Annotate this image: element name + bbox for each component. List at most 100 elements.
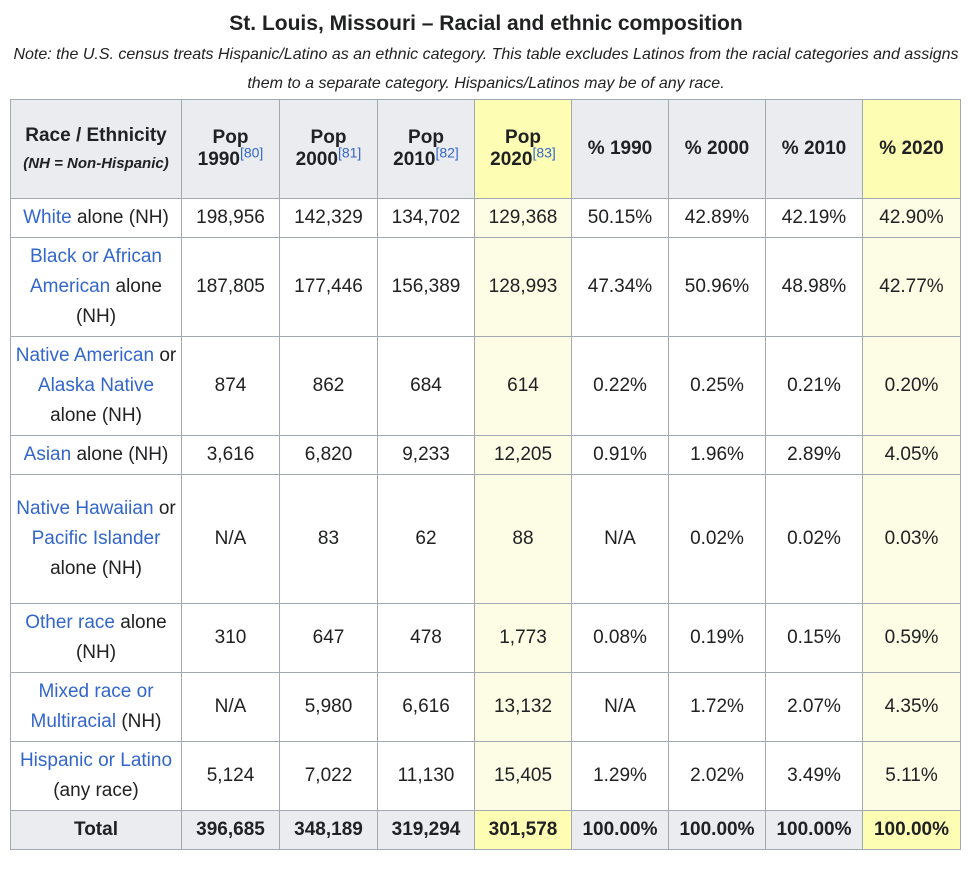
table-cell: 0.59% bbox=[862, 603, 961, 673]
header-pop-2000: Pop 2000[81] bbox=[279, 99, 378, 199]
table-cell: 12,205 bbox=[474, 435, 572, 475]
table-cell: 1.72% bbox=[668, 672, 766, 742]
table-row: Mixed race or Multiracial (NH) N/A 5,980 6,… bbox=[10, 672, 961, 742]
table-cell: 6,616 bbox=[377, 672, 475, 742]
table-cell: 7,022 bbox=[279, 741, 378, 811]
ref-link-80[interactable]: [80] bbox=[239, 144, 264, 161]
race-link[interactable]: Pacific Islander bbox=[31, 528, 161, 549]
table-cell: 0.02% bbox=[765, 474, 863, 604]
table-cell: 42.90% bbox=[862, 198, 961, 238]
table-cell: 1,773 bbox=[474, 603, 572, 673]
race-link[interactable]: Native Hawaiian bbox=[16, 498, 154, 519]
table-cell: 1.96% bbox=[668, 435, 766, 475]
table-row: White alone (NH) 198,956 142,329 134,702 129… bbox=[10, 198, 961, 238]
table-row: Asian alone (NH) 3,616 6,820 9,233 12,205 0.9… bbox=[10, 435, 961, 475]
total-cell: 396,685 bbox=[181, 810, 280, 850]
table-cell: 2.89% bbox=[765, 435, 863, 475]
race-link[interactable]: White bbox=[23, 207, 72, 228]
table-cell: 48.98% bbox=[765, 237, 863, 337]
table-cell: 134,702 bbox=[377, 198, 475, 238]
table-cell: N/A bbox=[571, 672, 669, 742]
table-cell: 128,993 bbox=[474, 237, 572, 337]
table-cell: 3,616 bbox=[181, 435, 280, 475]
table-cell: 15,405 bbox=[474, 741, 572, 811]
table-cell: 156,389 bbox=[377, 237, 475, 337]
table-cell: 2.07% bbox=[765, 672, 863, 742]
row-label-text: alone (NH) bbox=[71, 207, 169, 228]
table-cell: 684 bbox=[377, 336, 475, 436]
row-label: Black or African American alone (NH) bbox=[10, 237, 182, 337]
ref-link-82[interactable]: [82] bbox=[435, 144, 459, 161]
page-title: St. Louis, Missouri – Racial and ethnic … bbox=[229, 12, 743, 35]
row-label-text: alone (NH) bbox=[71, 444, 169, 465]
total-cell: 100.00% bbox=[862, 810, 961, 850]
ref-link-81[interactable]: [81] bbox=[337, 144, 362, 161]
table-cell: 4.05% bbox=[862, 435, 961, 475]
table-cell: 4.35% bbox=[862, 672, 961, 742]
table-cell: 0.03% bbox=[862, 474, 961, 604]
total-cell: 100.00% bbox=[571, 810, 669, 850]
table-cell: N/A bbox=[181, 474, 280, 604]
race-link[interactable]: Other race bbox=[25, 612, 115, 633]
row-label-text: alone (NH) bbox=[75, 612, 167, 663]
table-cell: 478 bbox=[377, 603, 475, 673]
table-cell: 83 bbox=[279, 474, 378, 604]
table-row: Black or African American alone (NH) 187,… bbox=[10, 237, 961, 337]
table-cell: 50.96% bbox=[668, 237, 766, 337]
header-pct-2000: % 2000 bbox=[668, 99, 766, 199]
race-link[interactable]: Hispanic or Latino bbox=[19, 750, 173, 771]
row-label-text: (NH) bbox=[116, 711, 162, 732]
race-link[interactable]: Native American bbox=[15, 345, 155, 366]
total-cell: 100.00% bbox=[765, 810, 863, 850]
row-label: Hispanic or Latino (any race) bbox=[10, 741, 182, 811]
race-link[interactable]: Asian bbox=[23, 444, 72, 465]
race-link[interactable]: Alaska Native bbox=[37, 375, 155, 396]
table-cell: 862 bbox=[279, 336, 378, 436]
race-link[interactable]: Mixed race or Multiracial bbox=[30, 681, 154, 732]
row-label: Native Hawaiian or Pacific Islander alon… bbox=[10, 474, 182, 604]
table-row: Other race alone (NH) 310 647 478 1,773 0.08%… bbox=[10, 603, 961, 673]
header-pop-2020: Pop 2020[83] bbox=[474, 99, 572, 199]
header-pct-1990: % 1990 bbox=[571, 99, 669, 199]
table-note: Note: the U.S. census treats Hispanic/La… bbox=[13, 46, 959, 92]
table-cell: 0.02% bbox=[668, 474, 766, 604]
table-cell: 3.49% bbox=[765, 741, 863, 811]
table-cell: 187,805 bbox=[181, 237, 280, 337]
table-cell: 0.21% bbox=[765, 336, 863, 436]
table-cell: 42.89% bbox=[668, 198, 766, 238]
table-cell: 0.22% bbox=[571, 336, 669, 436]
table-cell: 0.15% bbox=[765, 603, 863, 673]
table-cell: 62 bbox=[377, 474, 475, 604]
row-label-text: alone (NH) bbox=[75, 276, 163, 327]
table-cell: 1.29% bbox=[571, 741, 669, 811]
table-cell: N/A bbox=[181, 672, 280, 742]
table-cell: 198,956 bbox=[181, 198, 280, 238]
table-row: Native Hawaiian or Pacific Islander alon… bbox=[10, 474, 961, 604]
total-cell: 348,189 bbox=[279, 810, 378, 850]
table-cell: 874 bbox=[181, 336, 280, 436]
header-row: Race / Ethnicity (NH = Non-Hispanic) Pop… bbox=[10, 99, 961, 199]
row-label: Other race alone (NH) bbox=[10, 603, 182, 673]
table-cell: 129,368 bbox=[474, 198, 572, 238]
table-cell: 13,132 bbox=[474, 672, 572, 742]
header-pop-1990: Pop 1990[80] bbox=[181, 99, 280, 199]
row-label-text: alone (NH) bbox=[50, 558, 142, 579]
row-label: White alone (NH) bbox=[10, 198, 182, 238]
row-label: Mixed race or Multiracial (NH) bbox=[10, 672, 182, 742]
table-cell: 88 bbox=[474, 474, 572, 604]
total-cell: 100.00% bbox=[668, 810, 766, 850]
table-cell: 5.11% bbox=[862, 741, 961, 811]
table-cell: 9,233 bbox=[377, 435, 475, 475]
row-label: Asian alone (NH) bbox=[10, 435, 182, 475]
row-label-text: (any race) bbox=[53, 780, 139, 801]
table-row: Hispanic or Latino (any race) 5,124 7,022 1… bbox=[10, 741, 961, 811]
total-cell: 319,294 bbox=[377, 810, 475, 850]
total-label: Total bbox=[10, 810, 182, 850]
table-cell: 0.25% bbox=[668, 336, 766, 436]
race-link[interactable]: Black or African American bbox=[29, 246, 162, 297]
row-label-text: or bbox=[154, 345, 177, 366]
row-label: Native American or Alaska Native alone (… bbox=[10, 336, 182, 436]
table-cell: 42.77% bbox=[862, 237, 961, 337]
table-cell: 614 bbox=[474, 336, 572, 436]
ref-link-83[interactable]: [83] bbox=[532, 144, 556, 161]
